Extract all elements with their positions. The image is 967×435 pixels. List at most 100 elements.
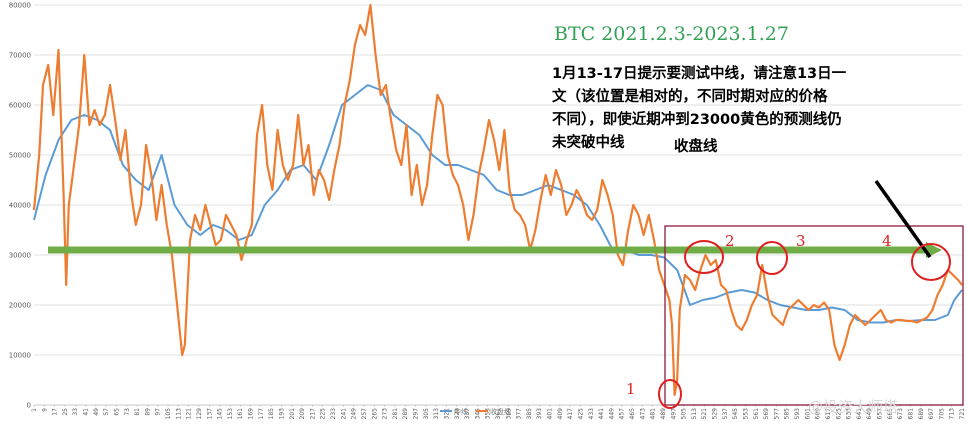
x-tick-label: 1 <box>31 408 38 412</box>
x-tick-label: 137 <box>206 408 213 420</box>
x-tick-label: 41 <box>83 408 90 416</box>
x-tick-label: 609 <box>815 408 822 420</box>
x-tick-label: 457 <box>619 408 626 420</box>
x-tick-label: 193 <box>278 408 285 420</box>
legend-label-close: 收盘线 <box>490 407 511 416</box>
x-tick-label: 25 <box>62 408 69 416</box>
x-tick-label: 225 <box>320 408 327 420</box>
x-tick-label: 401 <box>547 408 554 420</box>
y-tick-label: 50000 <box>9 152 31 160</box>
x-tick-label: 289 <box>402 408 409 420</box>
marker-label-1: 1 <box>626 380 636 398</box>
marker-label-4: 4 <box>882 232 892 250</box>
chart-title: BTC 2021.2.3-2023.1.27 <box>554 23 789 45</box>
x-tick-label: 625 <box>835 408 842 420</box>
y-tick-label: 70000 <box>9 52 31 60</box>
x-tick-label: 97 <box>155 408 162 416</box>
x-tick-label: 249 <box>351 408 358 420</box>
x-tick-label: 657 <box>877 408 884 420</box>
x-tick-label: 425 <box>577 408 584 420</box>
x-tick-label: 177 <box>258 408 265 420</box>
mid-line-series <box>33 84 963 324</box>
marker-label-3: 3 <box>796 232 806 250</box>
note-line-1: 1月13-17日提示要测试中线，请注意13日一 <box>552 64 847 82</box>
x-tick-label: 681 <box>907 408 914 420</box>
x-tick-label: 601 <box>804 408 811 420</box>
x-tick-label: 209 <box>299 408 306 420</box>
x-tick-label: 73 <box>124 408 131 416</box>
y-tick-label: 40000 <box>9 202 31 210</box>
x-tick-label: 129 <box>196 408 203 420</box>
y-tick-label: 30000 <box>9 252 31 260</box>
focus-region-box <box>664 225 964 406</box>
x-tick-label: 121 <box>186 408 193 420</box>
x-tick-label: 489 <box>660 408 667 420</box>
x-tick-label: 409 <box>557 408 564 420</box>
marker-circle-4 <box>911 243 951 281</box>
note-line-2: 文（该位置是相对的，不同时期对应的价格 <box>552 87 828 105</box>
x-tick-label: 297 <box>413 408 420 420</box>
x-tick-label: 17 <box>52 408 59 416</box>
marker-circle-3 <box>756 241 788 275</box>
x-tick-label: 705 <box>938 408 945 420</box>
note-line-4: 未突破中线 <box>551 133 625 151</box>
x-tick-label: 577 <box>773 408 780 420</box>
x-tick-label: 393 <box>536 408 543 420</box>
x-tick-label: 649 <box>866 408 873 420</box>
x-tick-label: 281 <box>392 408 399 420</box>
legend: 中线 收盘线 <box>440 407 511 416</box>
marker-circle-1 <box>658 379 682 409</box>
x-tick-label: 265 <box>371 408 378 420</box>
x-tick-label: 617 <box>825 408 832 420</box>
x-tick-label: 217 <box>309 408 316 420</box>
note-line-3: 不同），即使近期冲到23000黄色的预测线仍 <box>552 110 842 128</box>
marker-circle-2 <box>684 240 724 274</box>
x-tick-label: 113 <box>175 408 182 420</box>
x-tick-label: 505 <box>681 408 688 420</box>
x-tick-label: 65 <box>113 408 120 416</box>
x-tick-label: 369 <box>505 408 512 420</box>
close-line-label: 收盘线 <box>674 137 718 155</box>
x-tick-label: 257 <box>361 408 368 420</box>
x-tick-label: 361 <box>495 408 502 420</box>
x-tick-label: 553 <box>742 408 749 420</box>
x-tick-label: 33 <box>72 408 79 416</box>
x-tick-label: 337 <box>464 408 471 420</box>
close-line-series <box>32 3 963 397</box>
x-tick-label: 305 <box>423 408 430 420</box>
x-tick-label: 465 <box>629 408 636 420</box>
x-tick-label: 633 <box>846 408 853 420</box>
x-tick-label: 273 <box>382 408 389 420</box>
x-tick-label: 321 <box>443 408 450 420</box>
x-tick-label: 697 <box>928 408 935 420</box>
x-tick-label: 593 <box>794 408 801 420</box>
x-tick-label: 353 <box>485 408 492 420</box>
x-tick-label: 345 <box>474 408 481 420</box>
x-tick-label: 49 <box>93 408 100 416</box>
x-tick-label: 481 <box>650 408 657 420</box>
x-tick-label: 201 <box>289 408 296 420</box>
series-lines <box>32 3 963 397</box>
x-tick-label: 105 <box>165 408 172 420</box>
x-tick-label: 497 <box>670 408 677 420</box>
x-tick-label: 529 <box>712 408 719 420</box>
x-tick-label: 513 <box>691 408 698 420</box>
x-tick-label: 385 <box>526 408 533 420</box>
watermark: @投资大师塔 <box>808 398 898 416</box>
x-tick-label: 721 <box>959 408 966 420</box>
y-tick-label: 10000 <box>9 352 31 360</box>
x-tick-label: 433 <box>588 408 595 420</box>
x-tick-label: 89 <box>144 408 151 416</box>
reference-line <box>48 242 942 258</box>
x-tick-label: 673 <box>897 408 904 420</box>
x-axis-labels: 1 9 17 25 33 41 49 57 65 73 81 89 97 105 113 121 129 137 1… <box>31 405 966 419</box>
x-tick-label: 689 <box>918 408 925 420</box>
legend-label-mid: 中线 <box>454 407 468 416</box>
x-tick-label: 9 <box>41 408 48 412</box>
x-tick-label: 313 <box>433 408 440 420</box>
x-tick-label: 665 <box>887 408 894 420</box>
x-tick-label: 185 <box>268 408 275 420</box>
x-tick-label: 241 <box>340 408 347 420</box>
x-tick-label: 81 <box>134 408 141 416</box>
